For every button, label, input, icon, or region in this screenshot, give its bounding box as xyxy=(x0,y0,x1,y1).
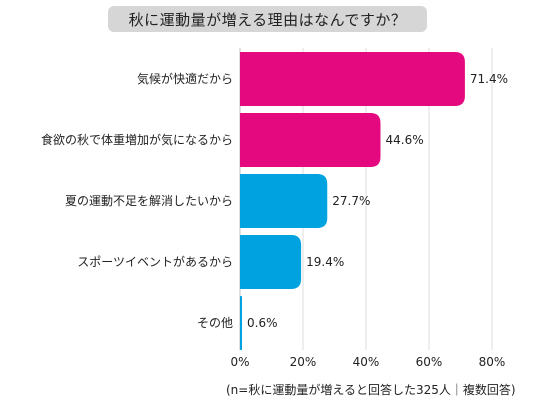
chart-title: 秋に運動量が増える理由はなんですか？ xyxy=(108,6,427,32)
x-tick-label: 60% xyxy=(416,355,443,369)
value-label: 0.6% xyxy=(247,316,278,330)
value-label: 27.7% xyxy=(332,194,370,208)
bar xyxy=(240,235,302,289)
x-tick-label: 20% xyxy=(290,355,317,369)
bar xyxy=(240,52,465,106)
category-label: スポーツイベントがあるから xyxy=(77,254,233,269)
x-tick-label: 40% xyxy=(353,355,380,369)
category-label: 気候が快適だから xyxy=(137,71,233,86)
x-tick-label: 0% xyxy=(230,355,249,369)
bars xyxy=(240,52,465,350)
value-label: 71.4% xyxy=(470,72,508,86)
category-label: 夏の運動不足を解消したいから xyxy=(65,194,233,208)
category-label: 食欲の秋で体重増加が気になるから xyxy=(41,132,233,147)
bar xyxy=(240,113,381,167)
category-label: その他 xyxy=(197,316,233,330)
labels: 0% 20% 40% 60% 80% 気候が快適だから 71.4% 食欲の秋で体重増加が気にな… xyxy=(41,71,508,369)
value-label: 19.4% xyxy=(306,255,344,269)
x-tick-label: 80% xyxy=(479,355,506,369)
value-label: 44.6% xyxy=(385,133,423,147)
bar xyxy=(240,296,242,350)
bar xyxy=(240,174,328,228)
footnote: (n=秋に運動量が増えると回答した325人｜複数回答) xyxy=(226,383,516,397)
